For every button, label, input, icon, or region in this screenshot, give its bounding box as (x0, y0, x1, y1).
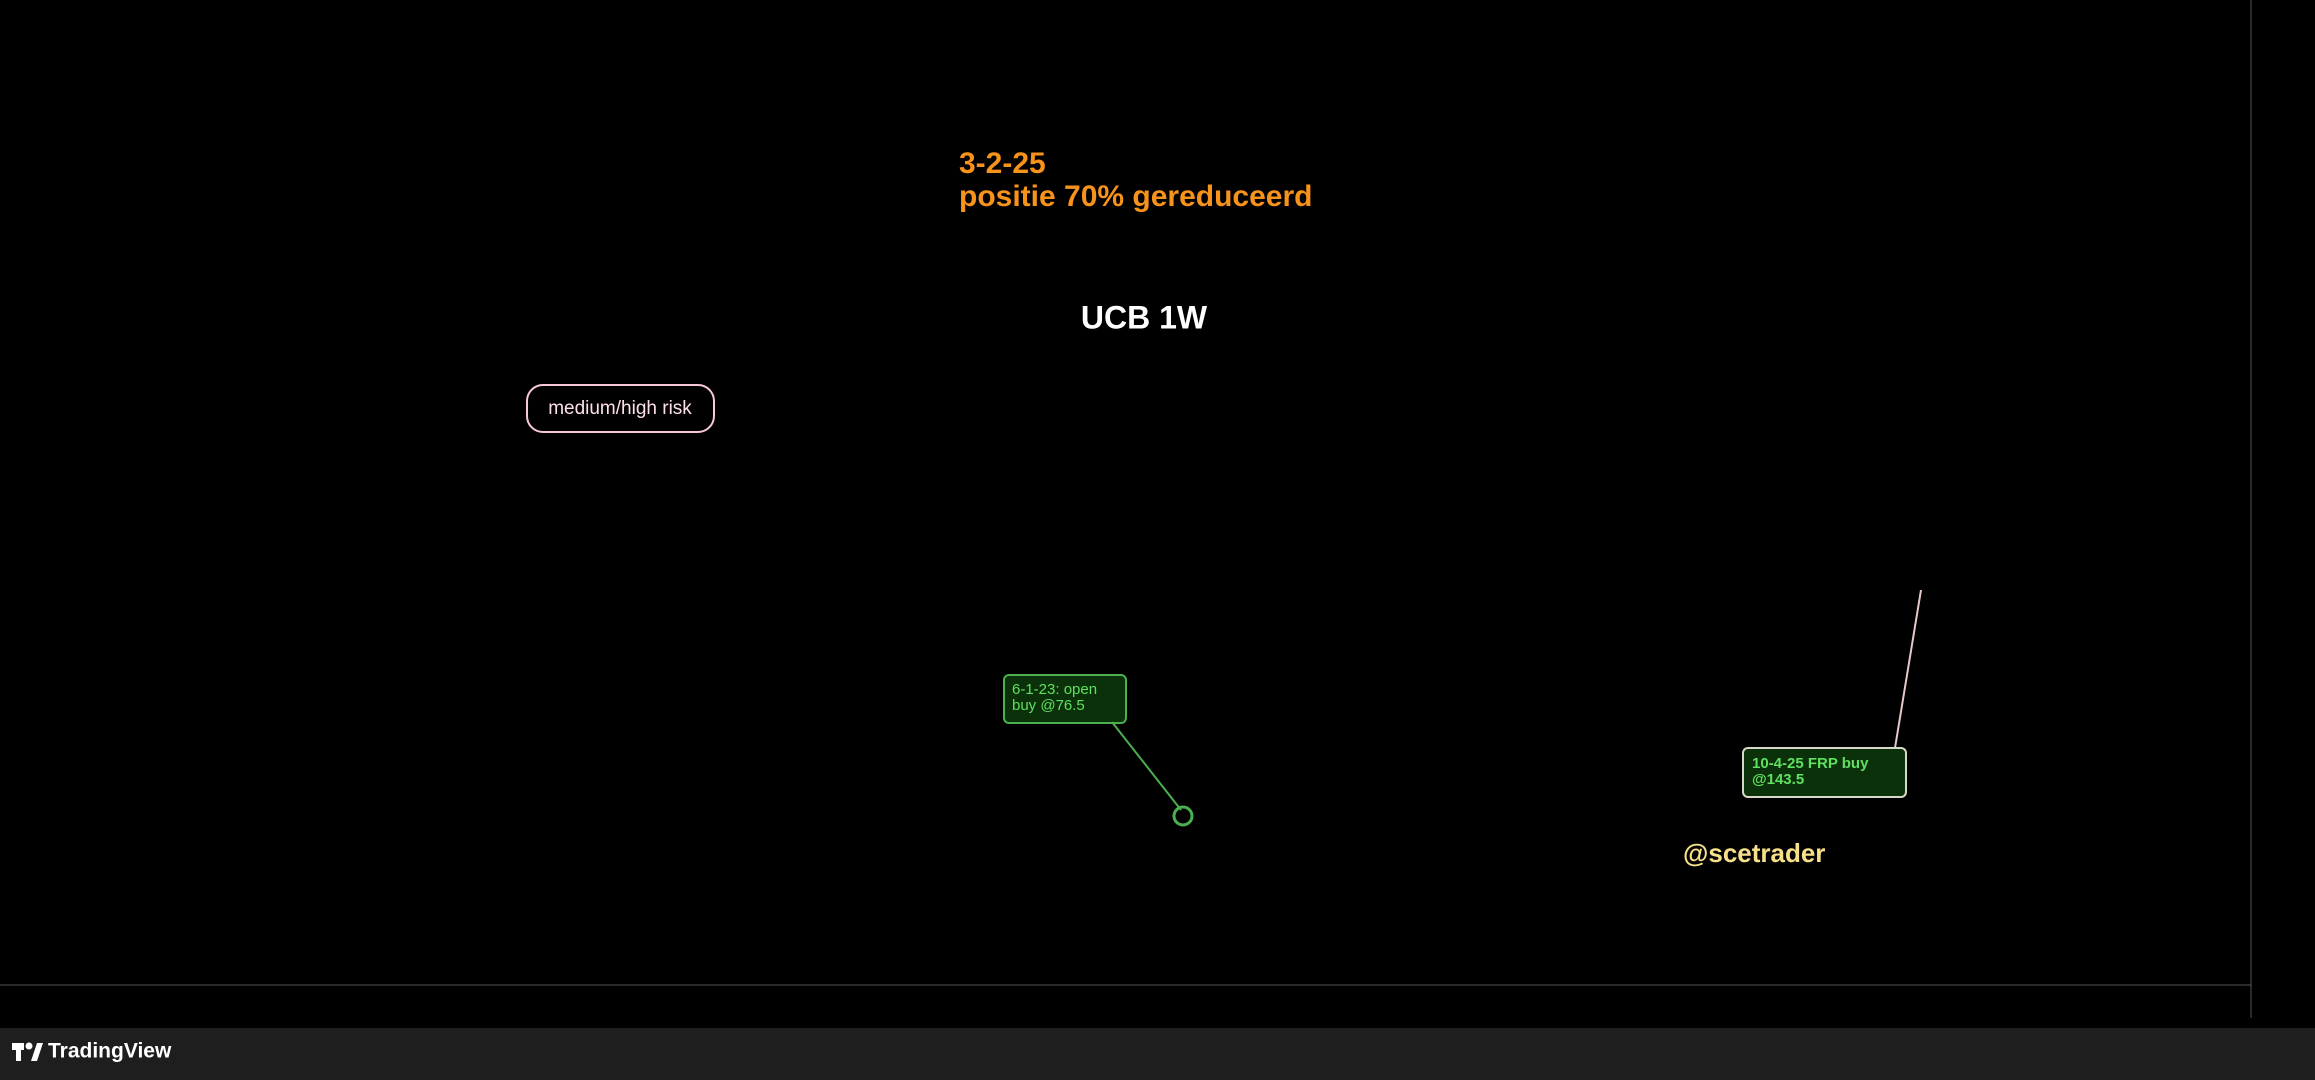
annotation: 3-2-25 (959, 147, 1046, 180)
logo-mark (31, 1043, 43, 1061)
annotation: buy @76.5 (1012, 697, 1085, 714)
risk-box (526, 384, 715, 433)
callout-line (1894, 589, 1922, 749)
annotation: 10-4-25 FRP buy (1752, 755, 1869, 772)
annotation: @143.5 (1752, 771, 1804, 788)
callout-box (1742, 747, 1907, 798)
annotations: 3-2-25 positie 70% gereduceerd UCB 1W me… (526, 147, 1922, 868)
footer-bar (0, 1028, 2315, 1080)
annotation: 6-1-23: open (1012, 681, 1097, 698)
annotation: positie 70% gereduceerd (959, 180, 1312, 213)
brand: TradingView (48, 1040, 172, 1063)
logo-mark (25, 1042, 33, 1050)
annotation: medium/high risk (548, 398, 692, 419)
logo: TradingView (12, 1040, 172, 1063)
annotation: @scetrader (1683, 838, 1825, 868)
callout-target (1172, 805, 1194, 827)
callout-box (1003, 674, 1127, 724)
chart-title: UCB 1W (1081, 299, 1208, 335)
logo-mark (16, 1043, 21, 1061)
callout-line (1111, 721, 1182, 811)
